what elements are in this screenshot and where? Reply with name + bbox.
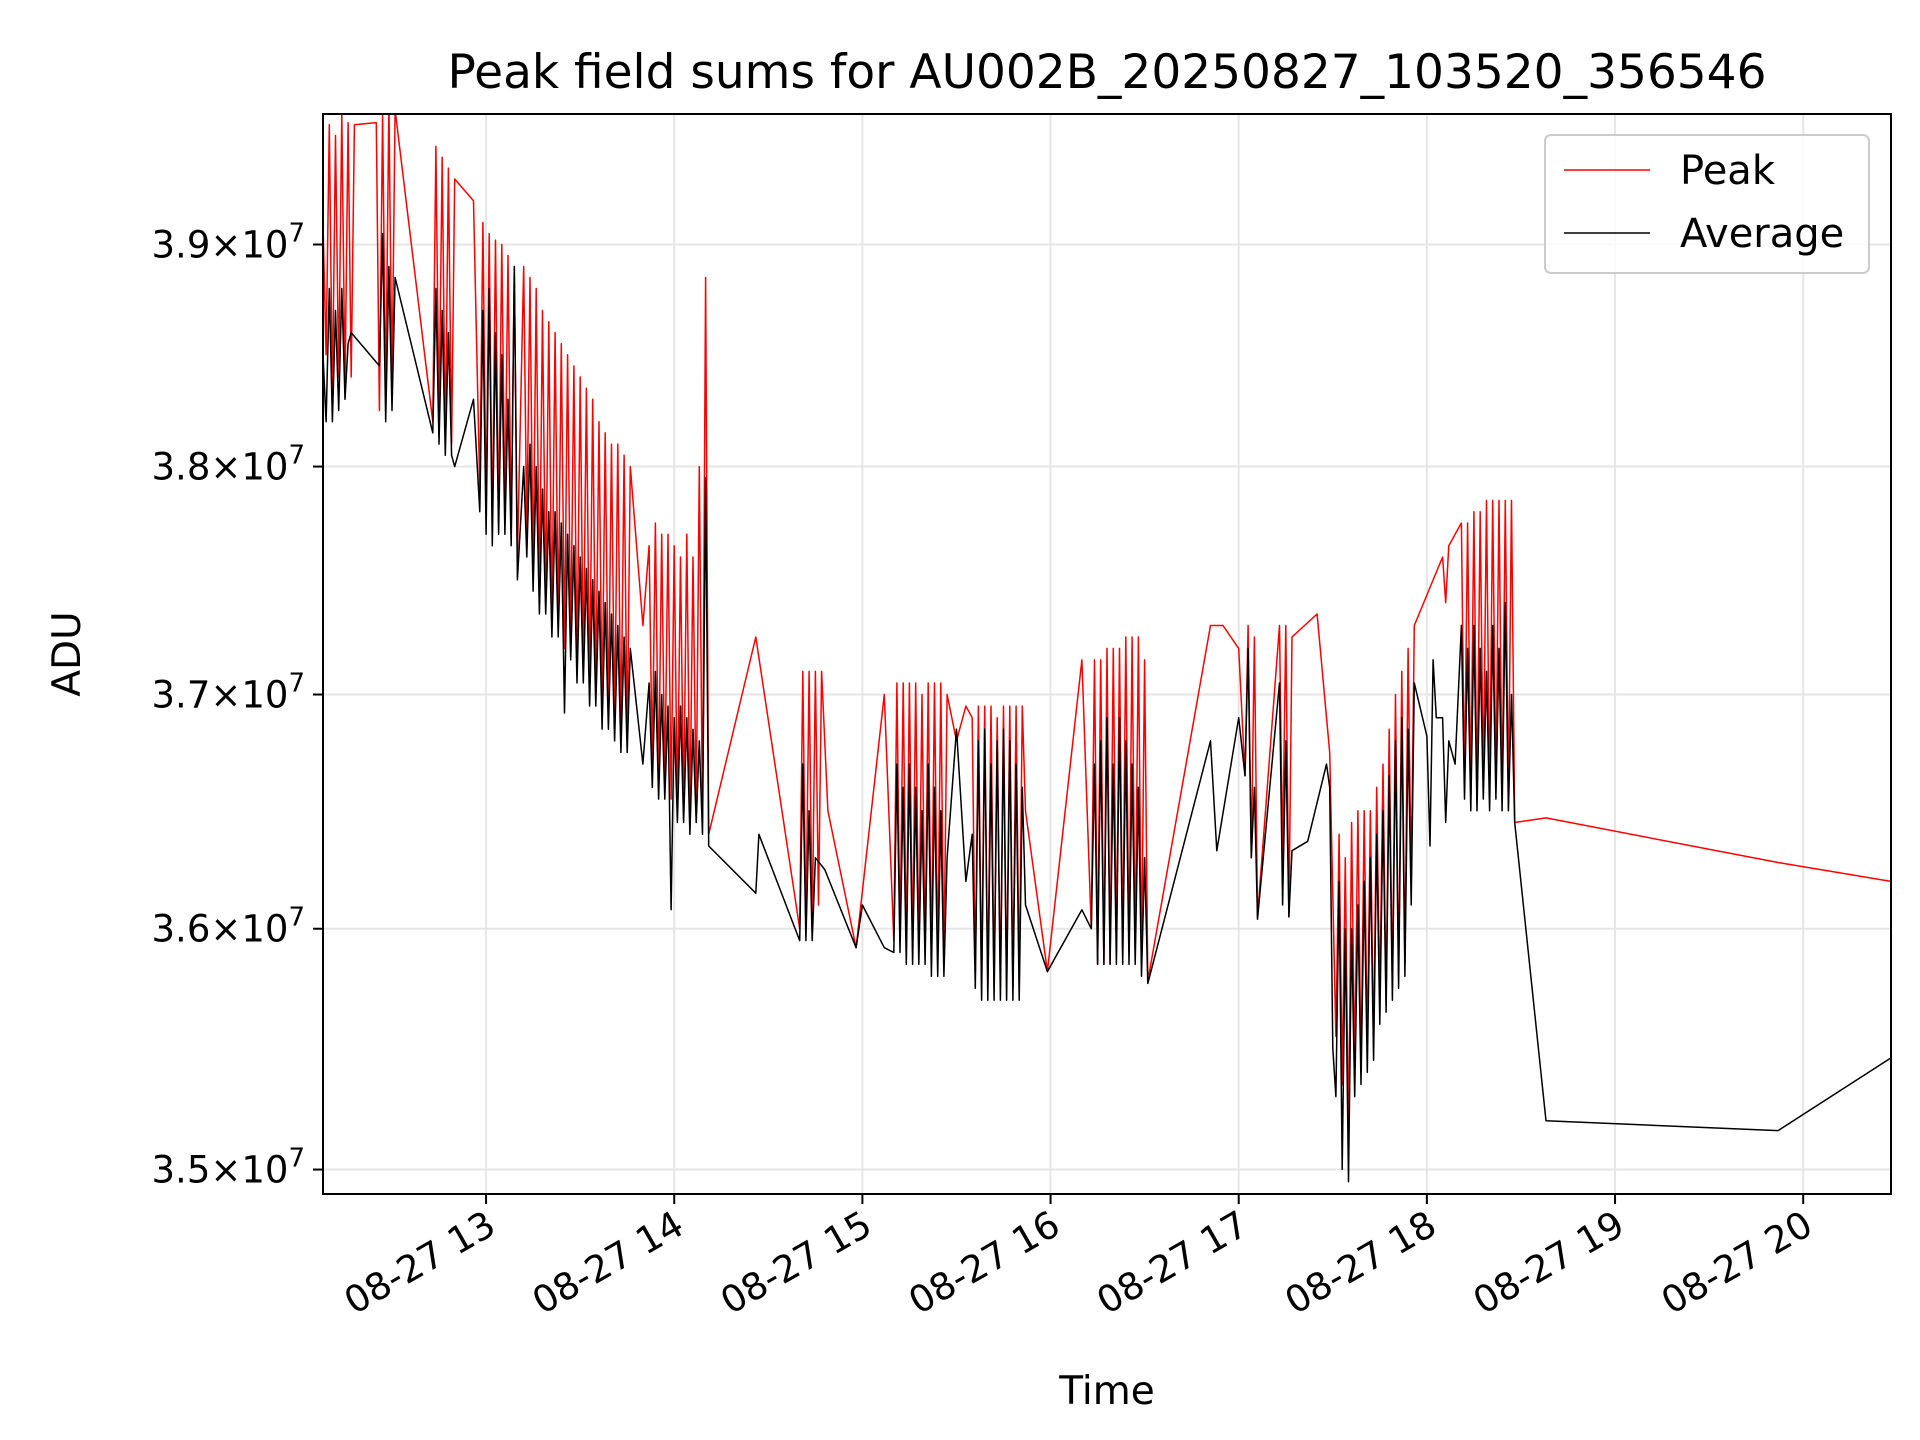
plot-clip-group (323, 114, 1891, 1183)
legend-peak-label: Peak (1680, 148, 1776, 194)
legend-average-label: Average (1680, 211, 1844, 257)
y-axis-label: ADU (45, 611, 90, 696)
y-tick-label: 3.7×107 (152, 669, 305, 717)
series-layer (323, 114, 1891, 1183)
y-tick-label: 3.5×107 (152, 1144, 305, 1192)
y-axis: 3.5×107 3.6×107 3.7×107 3.8×107 3.9×107 (152, 219, 323, 1192)
x-axis-label: Time (1058, 1369, 1154, 1414)
y-tick-label: 3.6×107 (152, 903, 305, 951)
legend: Peak Average (1544, 134, 1870, 274)
y-tick-label: 3.8×107 (152, 441, 305, 489)
y-tick-label: 3.9×107 (152, 219, 305, 267)
plot-frame (322, 113, 1892, 1195)
series-average-line (323, 232, 1891, 1183)
chart-title: Peak field sums for AU002B_20250827_1035… (447, 45, 1766, 100)
